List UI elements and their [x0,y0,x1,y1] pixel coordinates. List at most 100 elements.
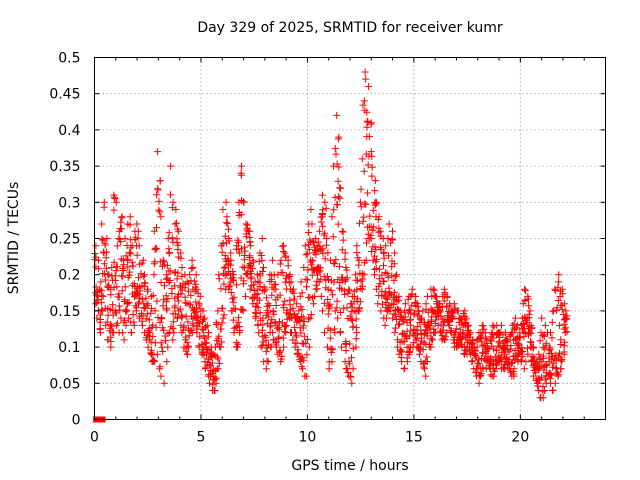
data-point [282,321,290,329]
data-point [511,325,519,333]
data-point [182,347,190,355]
data-point [369,206,377,214]
data-point [234,340,242,348]
data-point [547,371,555,379]
data-point [173,275,181,283]
data-point [306,236,314,244]
data-point [236,327,244,334]
data-point [511,356,519,364]
data-point [122,252,130,260]
data-point [353,249,361,256]
data-point [337,328,344,336]
data-point [305,343,313,351]
data-point [169,324,177,332]
data-point [161,282,168,290]
data-point [119,265,127,272]
data-point [250,294,258,301]
data-point [365,133,373,141]
data-point [113,263,121,271]
data-point [336,194,344,202]
data-point [215,275,223,283]
data-point [408,290,416,298]
data-point [181,299,189,307]
data-point [279,269,287,277]
data-point [92,242,100,250]
data-point [319,222,327,230]
data-point [474,356,482,364]
data-point [151,307,159,315]
data-point [302,251,310,259]
data-point [380,254,388,262]
data-point [115,302,123,310]
data-point [102,276,110,284]
data-point [518,348,526,356]
data-point [177,254,185,262]
data-point [324,285,332,293]
data-point [329,291,337,299]
data-point [194,319,202,327]
data-point [275,324,283,332]
data-point [232,339,240,347]
data-point [267,321,275,329]
data-point [228,295,236,303]
data-point [215,359,223,367]
data-point [108,328,116,336]
data-point [460,310,467,317]
data-point [199,307,207,315]
data-point [125,314,133,322]
data-point [135,242,143,250]
data-point [220,280,228,288]
data-point [126,221,134,229]
data-point [553,304,561,312]
data-point [438,332,446,340]
data-point [212,375,220,383]
data-point [383,270,391,277]
data-point [141,271,148,279]
data-point [309,257,317,265]
data-point [441,288,449,296]
data-point [538,373,545,381]
data-point [134,234,142,242]
data-point [463,323,471,331]
data-point [472,351,480,359]
data-point [143,310,151,318]
data-point [162,298,170,306]
data-points-layer [91,69,571,423]
data-point [256,279,264,287]
data-point [390,276,398,284]
data-point [370,223,378,231]
data-point [414,322,422,330]
data-point [129,262,137,270]
data-point [498,321,505,329]
data-point [187,291,195,299]
data-point [488,342,496,350]
data-point [258,257,266,265]
data-point [441,335,449,343]
data-point [127,329,135,336]
data-point [501,329,509,337]
data-point [510,365,518,373]
data-point [395,321,403,329]
x-tick-label: 20 [511,430,529,446]
data-point [449,309,457,317]
data-point [348,379,356,387]
data-point [256,272,264,280]
data-point [277,256,285,264]
data-point [522,287,529,295]
data-point [163,358,171,366]
data-point [552,364,560,372]
data-point [97,278,105,286]
data-point [369,226,377,234]
data-point [334,201,341,209]
data-point [473,343,481,351]
data-point [321,329,328,337]
data-point [284,262,292,270]
data-point [112,267,120,275]
data-point [419,346,427,353]
data-point [496,355,504,363]
data-point [107,291,115,299]
data-point [451,331,459,339]
data-point [130,279,138,287]
data-point [147,338,155,346]
data-point [187,327,195,334]
